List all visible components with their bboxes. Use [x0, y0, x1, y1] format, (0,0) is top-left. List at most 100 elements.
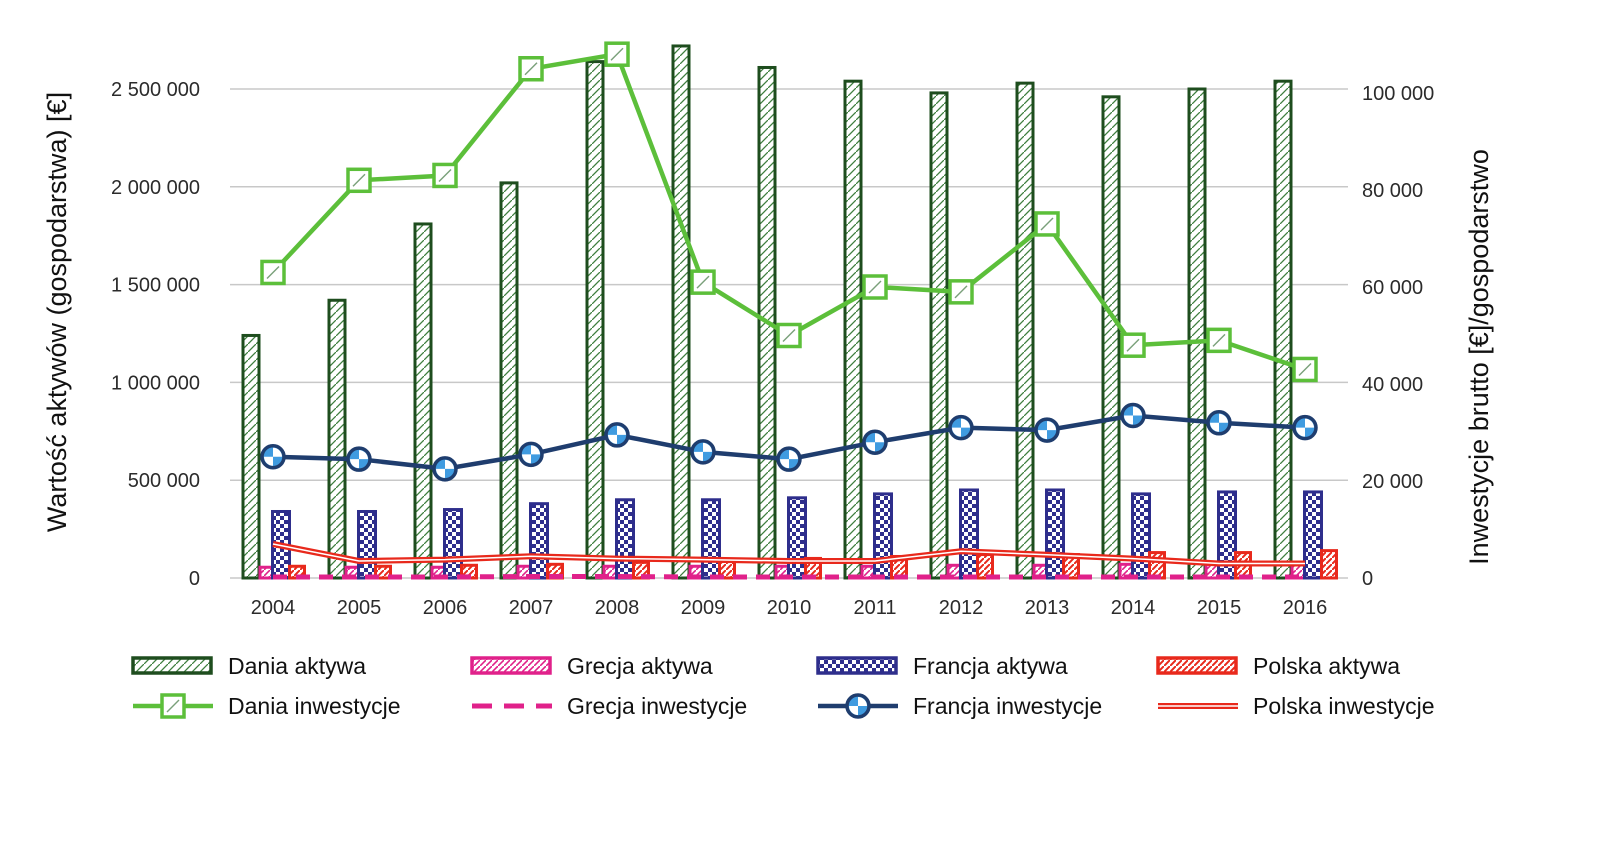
legend: Dania aktywa Grecja aktywa Francja aktywa P…	[131, 653, 1435, 719]
legend-swatch-francja-aktywa	[816, 656, 898, 675]
bar-dania-aktywa	[843, 79, 863, 580]
bar-polska-aktywa	[1320, 549, 1338, 580]
line-francja-inwestycje-marker-quarter	[1047, 421, 1056, 431]
line-francja-inwestycje-marker-quarter	[961, 418, 970, 428]
legend-label: Polska inwestycje	[1253, 693, 1435, 719]
x-tick-label: 2013	[1025, 597, 1070, 619]
line-francja-inwestycje-marker-quarter	[1219, 413, 1228, 423]
bar-francja-aktywa	[1131, 492, 1151, 580]
y-tick-label-right: 80 000	[1362, 180, 1423, 202]
legend-label: Grecja inwestycje	[567, 693, 747, 719]
axis-layer: Wartość aktywów (gospodarstwa) [€] Inwes…	[42, 79, 1494, 619]
x-tick-label: 2014	[1111, 597, 1156, 619]
bar-francja-aktywa	[959, 488, 979, 580]
bar-dania-aktywa	[1187, 87, 1207, 580]
y-tick-label-right: 60 000	[1362, 277, 1423, 299]
x-tick-label: 2005	[337, 597, 382, 619]
x-tick-label: 2011	[853, 597, 896, 619]
x-tick-label: 2016	[1283, 597, 1328, 619]
line-francja-inwestycje-marker-quarter	[703, 442, 712, 452]
legend-swatch-dania-aktywa	[131, 656, 213, 675]
x-tick-label: 2006	[423, 597, 468, 619]
legend-label: Francja aktywa	[913, 653, 1068, 679]
line-francja-inwestycje-marker-quarter	[522, 454, 531, 464]
bar-dania-aktywa	[671, 44, 691, 580]
line-francja-inwestycje-marker-quarter	[780, 459, 789, 469]
legend-label: Polska aktywa	[1253, 653, 1400, 679]
bar-francja-aktywa	[1045, 488, 1065, 580]
line-dania-inwestycje-marker-hatch	[696, 275, 710, 289]
bar-francja-aktywa	[1303, 490, 1323, 580]
line-dania-inwestycje-marker-hatch	[438, 168, 452, 182]
y-axis-title-left: Wartość aktywów (gospodarstwa) [€]	[42, 92, 72, 532]
line-francja-inwestycje-marker-quarter	[789, 450, 798, 460]
legend-swatch-francja-inwestycje-marker-quarter	[858, 697, 867, 706]
x-tick-label: 2007	[509, 597, 554, 619]
legend-label: Francja inwestycje	[913, 693, 1102, 719]
bar-dania-aktywa	[327, 298, 347, 580]
line-dania-inwestycje-marker-hatch	[782, 329, 796, 342]
bar-dania-aktywa	[499, 181, 519, 580]
bar-layer	[241, 44, 1338, 580]
y-tick-label-right: 40 000	[1362, 374, 1423, 396]
line-francja-inwestycje-marker-quarter	[436, 468, 445, 478]
bar-dania-aktywa	[1273, 79, 1293, 580]
line-dania-inwestycje-marker-hatch	[1298, 362, 1312, 376]
line-dania-inwestycje-marker-hatch	[868, 280, 882, 294]
bar-polska-aktywa	[976, 553, 994, 580]
y-tick-label-left: 1 000 000	[111, 372, 200, 394]
line-dania-inwestycje-marker-hatch	[352, 173, 366, 187]
bar-dania-aktywa	[1015, 81, 1035, 580]
x-tick-label: 2004	[251, 597, 296, 619]
line-layer	[260, 41, 1318, 580]
legend-label: Dania inwestycje	[228, 693, 401, 719]
y-tick-label-right: 20 000	[1362, 471, 1423, 493]
y-tick-label-left: 500 000	[128, 470, 200, 492]
line-dania-inwestycje-marker-hatch	[1126, 338, 1140, 352]
legend-swatch-dania-inwestycje-marker-hatch	[166, 699, 180, 713]
line-dania-inwestycje-marker-hatch	[524, 62, 538, 76]
bar-dania-aktywa	[929, 91, 949, 580]
y-tick-label-right: 100 000	[1362, 83, 1434, 105]
line-francja-inwestycje-marker-quarter	[952, 427, 961, 437]
bar-francja-aktywa	[787, 496, 807, 580]
x-tick-label: 2009	[681, 597, 726, 619]
legend-label: Dania aktywa	[228, 653, 366, 679]
bar-dania-aktywa	[241, 333, 261, 580]
line-francja-inwestycje-marker-quarter	[531, 445, 540, 455]
legend-label: Grecja aktywa	[567, 653, 713, 679]
y-tick-label-left: 2 500 000	[111, 79, 200, 101]
bar-dania-aktywa	[1101, 95, 1121, 580]
line-francja-inwestycje-marker-quarter	[617, 425, 626, 435]
line-dania-inwestycje-marker-hatch	[954, 285, 968, 299]
bar-polska-aktywa	[374, 564, 392, 580]
bar-francja-aktywa	[701, 498, 721, 580]
bar-francja-aktywa	[443, 508, 463, 580]
line-francja-inwestycje-marker-quarter	[273, 447, 282, 457]
line-dania-inwestycje-marker-hatch	[1212, 333, 1226, 347]
y-tick-label-left: 2 000 000	[111, 177, 200, 199]
legend-swatch-grecja-aktywa	[470, 656, 552, 675]
line-francja-inwestycje-marker-quarter	[350, 459, 359, 469]
x-tick-label: 2010	[767, 597, 812, 619]
bar-francja-aktywa	[529, 502, 549, 580]
line-polska-inwestycje-inner	[272, 543, 1305, 565]
x-tick-label: 2012	[939, 597, 984, 619]
legend-swatch-polska-aktywa	[1156, 656, 1238, 675]
bar-dania-aktywa	[413, 222, 433, 580]
line-francja-inwestycje-marker-quarter	[875, 433, 884, 443]
line-francja-inwestycje-marker-quarter	[445, 459, 454, 469]
line-grecja-inwestycje	[273, 574, 1305, 580]
line-dania-inwestycje-marker-hatch	[610, 47, 624, 61]
line-francja-inwestycje-marker-quarter	[359, 450, 368, 460]
x-tick-label: 2015	[1197, 597, 1242, 619]
y-tick-label-right: 0	[1362, 568, 1373, 590]
line-francja-inwestycje-marker-quarter	[1296, 427, 1305, 437]
bar-francja-aktywa	[357, 509, 377, 580]
bar-polska-aktywa	[1148, 551, 1166, 580]
line-francja-inwestycje-marker-quarter	[1210, 422, 1219, 432]
line-francja-inwestycje-marker-quarter	[1305, 418, 1314, 428]
y-tick-label-left: 0	[189, 568, 200, 590]
bar-dania-aktywa	[585, 60, 605, 580]
line-francja-inwestycje-marker-quarter	[608, 434, 617, 444]
